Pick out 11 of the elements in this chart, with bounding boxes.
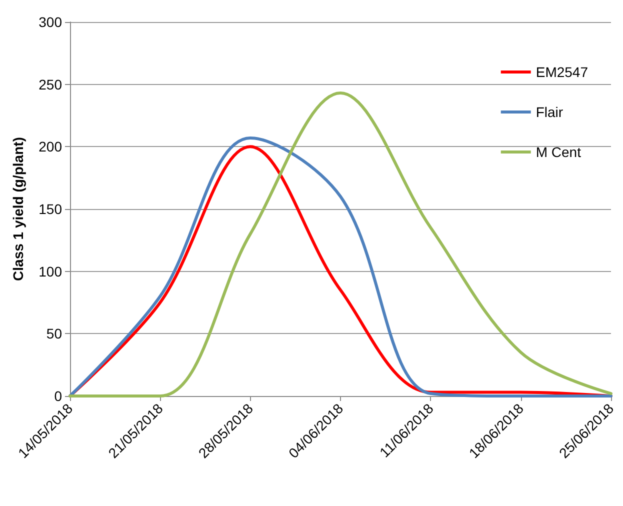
legend-label: Flair — [536, 104, 564, 120]
legend-label: M Cent — [536, 144, 582, 160]
y-tick-label: 300 — [38, 14, 62, 30]
y-tick-label: 150 — [38, 201, 62, 217]
y-tick-label: 0 — [54, 388, 62, 404]
legend-label: EM2547 — [536, 64, 588, 80]
y-axis-title: Class 1 yield (g/plant) — [10, 137, 26, 281]
y-tick-label: 100 — [38, 263, 62, 280]
y-tick-label: 200 — [38, 138, 62, 155]
y-tick-label: 50 — [46, 326, 62, 342]
y-tick-label: 250 — [38, 76, 62, 92]
